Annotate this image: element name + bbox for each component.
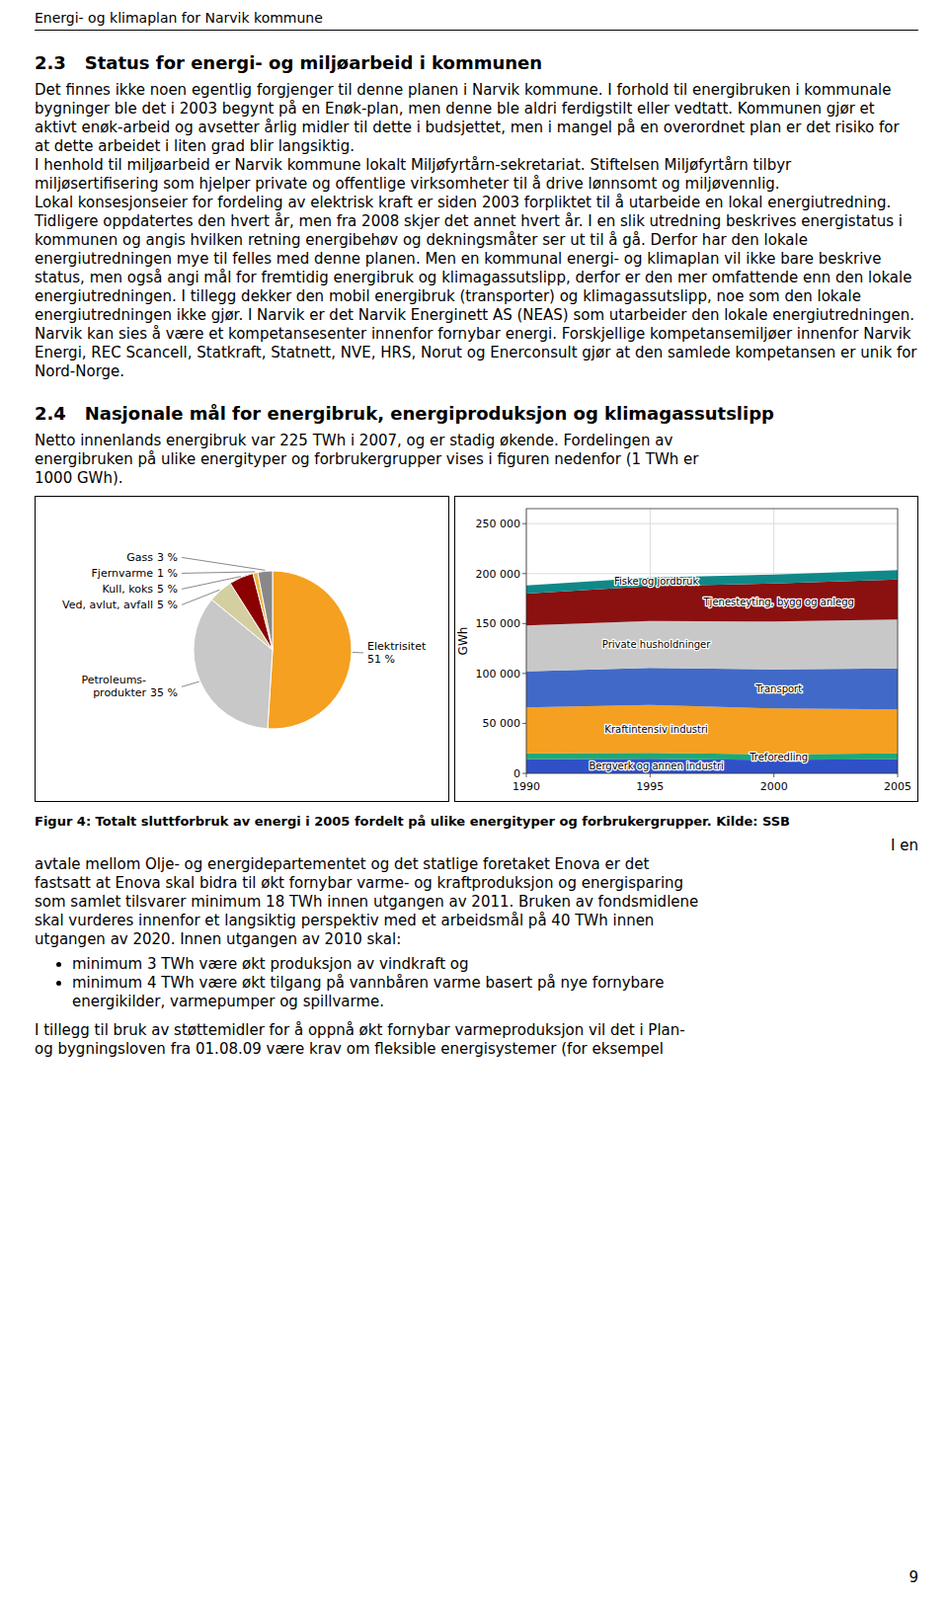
pie-slices [193, 570, 352, 729]
text-line: minimum 4 TWh være økt tilgang på vannbå… [72, 973, 919, 993]
tick-label: 2000 [760, 780, 789, 793]
leader-line [352, 651, 364, 653]
pie-value-label: 35 % [150, 686, 178, 700]
pie-chart: Elektrisitet51 % Petroleums-produkter35 %… [35, 496, 449, 801]
page-number: 9 [908, 1568, 919, 1586]
grid [526, 508, 898, 774]
pie-label: Fjernvarme [91, 566, 155, 580]
text-line: skal vurderes innenfor et langsiktig per… [34, 911, 919, 931]
tick [522, 572, 527, 574]
series-label: Transport [754, 683, 802, 695]
tick [522, 623, 527, 625]
leader-line [181, 556, 265, 570]
pie-value-label: 5 % [157, 582, 178, 596]
pie-value-label: 51 % [367, 652, 395, 666]
tick-label: 200 000 [475, 567, 522, 581]
axes: 1990 1995 2000 2005 0 50 000 100 000 150 000 200… [456, 517, 912, 793]
series-label: Tjenesteyting, bygg og anlegg [703, 596, 855, 608]
area-band [526, 758, 898, 774]
series-label: Fiske og jordbruk [614, 575, 699, 587]
tick-label: 0 [513, 767, 521, 781]
tick-label: 100 000 [475, 667, 522, 681]
leader-line [181, 681, 200, 687]
areas [526, 569, 898, 774]
text-line: fastsatt at Enova skal bidra til økt for… [34, 873, 919, 893]
tick [773, 773, 775, 778]
pie-slice [267, 570, 352, 729]
text-line: som samlet tilsvarer minimum 18 TWh inne… [34, 892, 919, 912]
axis-label: GWh [456, 627, 471, 656]
pie-label: Ved, avlut, avfall [62, 598, 154, 612]
figure-caption: Figur 4: Totalt sluttforbruk av energi i… [34, 813, 919, 829]
tick [897, 773, 899, 778]
area-band [526, 705, 898, 755]
text-line: 1000 GWh). [34, 469, 919, 488]
pie-value-label: 1 % [157, 566, 178, 580]
series-label: Treforedling [748, 751, 808, 763]
page: Energi- og klimaplan for Narvik kommune 2… [0, 0, 948, 1600]
paragraph: I henhold til miljøarbeid er Narvik komm… [34, 156, 919, 194]
series-label: Private husholdninger [602, 638, 711, 650]
section-title: 2.3 Status for energi- og miljøarbeid i … [34, 52, 919, 74]
section-title: 2.4 Nasjonale mål for energibruk, energi… [34, 402, 919, 424]
pie-box: Elektrisitet51 % Petroleums-produkter35 %… [34, 495, 450, 802]
pie-label: Kull, koks [101, 582, 154, 596]
series-labels: Bergverk og annen industri Treforedling Kr… [588, 575, 854, 772]
area-box: 1990 1995 2000 2005 0 50 000 100 000 150 000 200… [454, 495, 919, 802]
pie-labels: Elektrisitet51 % Petroleums-produkter35 %… [62, 551, 427, 700]
text-line: energibruken på ulike energityper og for… [34, 450, 919, 470]
text-line: minimum 3 TWh være økt produksjon av vin… [72, 954, 919, 974]
text-line: I tillegg til bruk av støttemidler for å… [34, 1021, 919, 1040]
tick-label: 1995 [635, 780, 664, 793]
tick [649, 773, 651, 778]
charts-row: Elektrisitet51 % Petroleums-produkter35 %… [34, 495, 919, 802]
text-line: I en [34, 836, 919, 856]
series-label: Bergverk og annen industri [588, 760, 723, 772]
pie-slice [257, 570, 273, 650]
tick [522, 672, 527, 674]
area-chart: 1990 1995 2000 2005 0 50 000 100 000 150 000 200… [455, 496, 918, 801]
tick-label: 50 000 [482, 716, 522, 730]
tick [522, 523, 527, 525]
grid-line [526, 523, 898, 525]
area-band [526, 569, 898, 594]
bullet-item: minimum 3 TWh være økt produksjon av vin… [72, 954, 919, 974]
bullet-item: minimum 4 TWh være økt tilgang på vannbå… [72, 973, 919, 1012]
paragraph: Det finnes ikke noen egentlig forgjenger… [34, 80, 919, 157]
pie-label: Elektrisitet [367, 639, 427, 653]
bullet-list: minimum 3 TWh være økt produksjon av vin… [34, 954, 919, 1012]
leader-line [181, 576, 241, 590]
pie-value-label: 5 % [157, 598, 178, 612]
paragraph: Narvik kan sies å være et kompetansesent… [34, 324, 919, 382]
tick [526, 773, 528, 778]
text-line: og bygningsloven fra 01.08.09 være krav … [34, 1039, 919, 1059]
area-band [526, 619, 898, 672]
text-line: energikilder, varmepumper og spillvarme. [72, 992, 919, 1012]
area-band [526, 752, 898, 760]
tick [522, 773, 527, 775]
text-line: Netto innenlands energibruk var 225 TWh … [34, 431, 919, 451]
paragraph: Lokal konsesjonseier for fordeling av el… [34, 193, 919, 325]
tick-label: 1990 [512, 780, 541, 793]
text-line: avtale mellom Olje- og energidepartement… [34, 855, 919, 874]
tick-label: 150 000 [475, 617, 522, 631]
pie-value-label: 3 % [157, 551, 178, 564]
tick-label: 250 000 [475, 517, 522, 531]
area-band [526, 667, 898, 710]
pie-label: Petroleums-produkter [81, 673, 148, 700]
header: Energi- og klimaplan for Narvik kommune [34, 9, 919, 31]
plot-frame [526, 508, 898, 774]
tick-label: 2005 [883, 780, 912, 793]
tick [522, 722, 527, 724]
leader-line [181, 589, 220, 605]
leader-line [181, 571, 255, 573]
pie-label: Gass [126, 551, 154, 564]
series-label: Kraftintensiv industri [604, 723, 709, 735]
text-line: utgangen av 2020. Innen utgangen av 2010… [34, 930, 919, 949]
